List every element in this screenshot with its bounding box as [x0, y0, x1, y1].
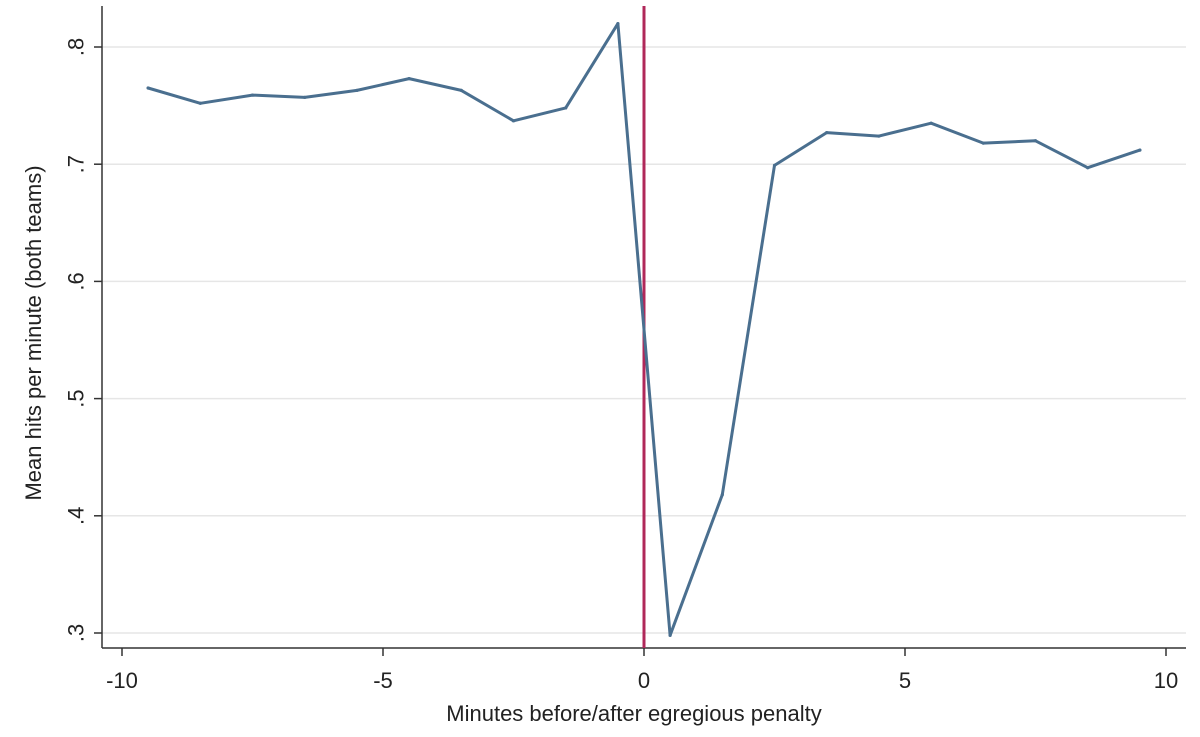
data-point-0-2: [250, 93, 255, 97]
y-tick-label-5: .8: [64, 38, 89, 56]
y-tick-label-4: .7: [64, 155, 89, 173]
series-line-0: [146, 22, 1142, 637]
y-tick-label-3: .6: [64, 272, 89, 290]
data-point-0-15: [929, 121, 933, 125]
data-point-0-8: [564, 106, 568, 110]
data-point-0-13: [825, 130, 829, 135]
data-point-0-12: [772, 163, 777, 167]
y-tick-label-2: .5: [64, 389, 89, 407]
data-point-0-11: [720, 493, 724, 497]
x-axis-ticks: -10 -5 0 5 10: [106, 648, 1178, 693]
data-point-0-1: [198, 101, 202, 105]
data-point-0-4: [355, 88, 359, 92]
y-axis-title: Mean hits per minute (both teams): [21, 165, 46, 500]
data-point-0-3: [303, 95, 307, 99]
y-axis-ticks: .3 .4 .5 .6 .7 .8: [64, 38, 102, 642]
data-point-0-14: [877, 134, 881, 138]
x-tick-label-4: 10: [1154, 668, 1178, 693]
x-tick-label-3: 5: [899, 668, 911, 693]
data-point-0-5: [407, 77, 411, 81]
series-group: [146, 21, 1142, 637]
x-tick-label-0: -10: [106, 668, 138, 693]
y-tick-label-1: .4: [64, 507, 89, 525]
data-point-0-9: [616, 21, 620, 26]
x-axis-title: Minutes before/after egregious penalty: [446, 701, 821, 726]
data-point-0-6: [459, 88, 463, 92]
data-point-0-19: [1138, 148, 1142, 152]
y-tick-label-0: .3: [64, 624, 89, 642]
data-point-0-18: [1086, 166, 1090, 170]
data-point-0-0: [146, 86, 150, 90]
data-point-0-7: [511, 119, 516, 123]
data-point-0-10: [668, 633, 672, 637]
data-point-0-16: [981, 141, 985, 145]
x-tick-label-1: -5: [373, 668, 393, 693]
data-point-0-17: [1033, 139, 1038, 143]
x-tick-label-2: 0: [638, 668, 650, 693]
